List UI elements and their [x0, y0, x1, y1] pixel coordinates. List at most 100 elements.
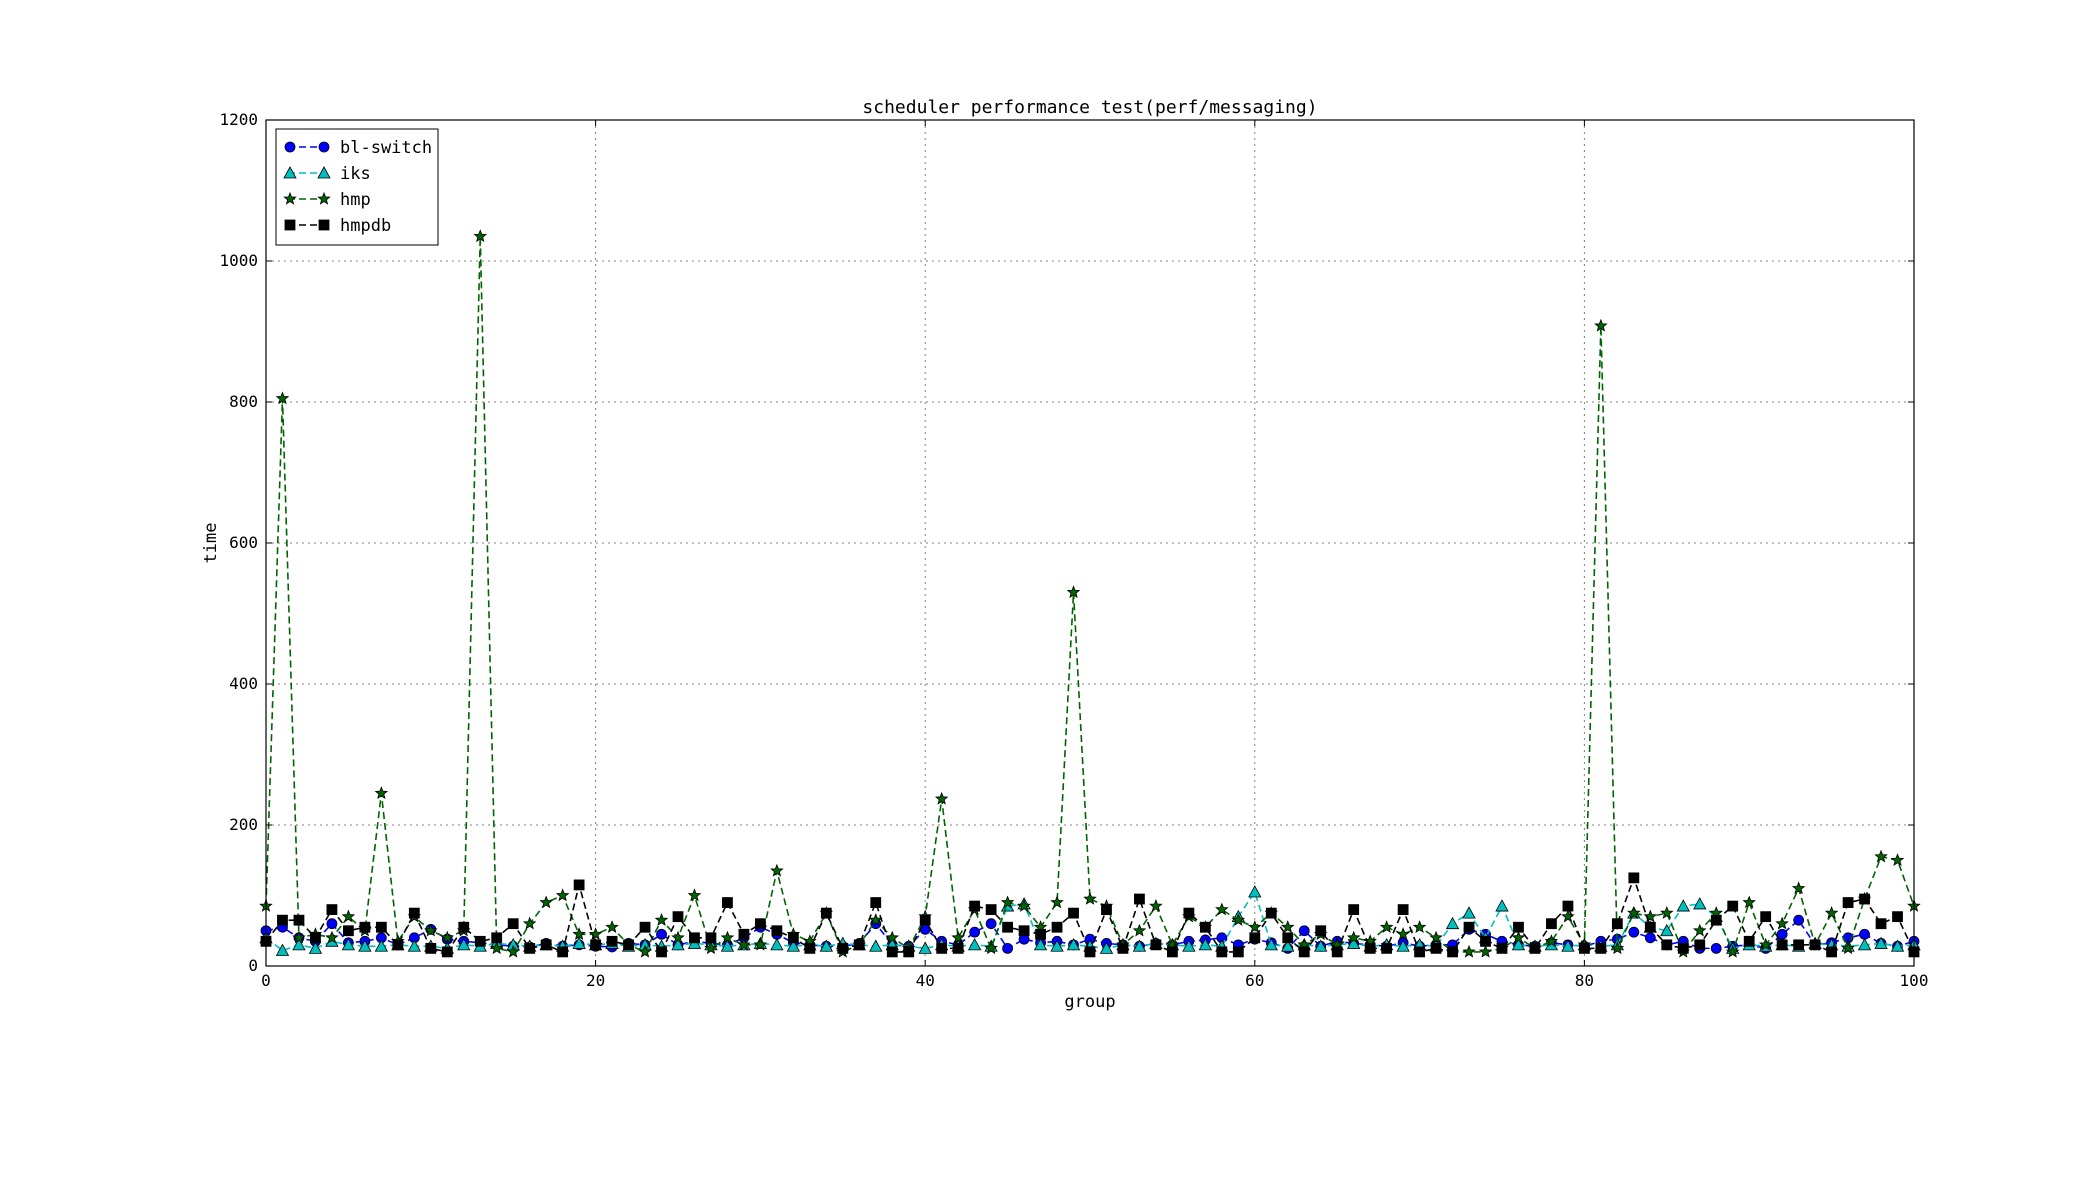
- data-point-iks: [1445, 916, 1460, 930]
- legend-marker-iks: [317, 166, 331, 179]
- x-tick-label: 20: [586, 971, 605, 990]
- data-point-hmp: [1594, 318, 1608, 332]
- data-point-hmp: [654, 913, 669, 926]
- data-point-hmpdb: [1447, 946, 1458, 958]
- series-line-bl-switch: [265, 918, 1915, 950]
- data-point-iks: [275, 943, 290, 956]
- y-tick-label: 200: [229, 815, 258, 834]
- data-point-hmp: [1544, 934, 1559, 948]
- data-point-hmpdb: [392, 939, 404, 951]
- data-point-iks: [1874, 936, 1888, 949]
- data-point-iks: [967, 938, 982, 951]
- data-point-hmp: [341, 909, 356, 923]
- data-point-hmpdb: [1595, 942, 1607, 954]
- data-point-hmp: [1660, 906, 1674, 919]
- data-point-hmpdb: [293, 914, 305, 926]
- data-point-iks: [1281, 939, 1295, 952]
- data-point-hmpdb: [1480, 935, 1491, 947]
- data-point-iks: [1066, 938, 1081, 951]
- y-tick-label: 800: [229, 392, 258, 411]
- data-point-bl-switch: [985, 918, 997, 930]
- legend-item-bl-switch: bl-switch: [284, 138, 432, 158]
- data-point-bl-switch: [1793, 914, 1805, 926]
- data-point-hmpdb: [1677, 942, 1689, 954]
- data-point-hmp: [1017, 898, 1031, 912]
- data-point-hmp: [1627, 906, 1641, 919]
- data-point-hmp: [1693, 923, 1707, 937]
- legend-marker-iks: [283, 166, 297, 179]
- data-point-bl-switch: [1628, 926, 1640, 938]
- data-point-hmp: [325, 930, 339, 944]
- data-point-hmp: [1758, 937, 1773, 951]
- data-point-iks: [1347, 936, 1361, 949]
- data-point-hmpdb: [1463, 921, 1475, 933]
- data-point-hmpdb: [656, 946, 667, 958]
- data-point-hmp: [1379, 920, 1394, 933]
- data-point-hmp: [1478, 944, 1493, 958]
- data-point-bl-switch: [919, 923, 931, 935]
- data-point-hmpdb: [1826, 946, 1837, 958]
- chart-title: scheduler performance test(perf/messagin…: [862, 97, 1317, 118]
- data-point-iks: [292, 938, 306, 951]
- data-point-iks: [572, 936, 586, 949]
- y-tick-label: 1200: [219, 110, 258, 129]
- data-point-bl-switch: [1002, 942, 1013, 954]
- data-point-hmp: [1248, 920, 1262, 933]
- data-point-hmp: [1149, 898, 1163, 912]
- data-point-hmpdb: [1661, 939, 1673, 951]
- data-point-hmpdb: [1628, 872, 1640, 884]
- data-point-hmpdb: [1892, 911, 1903, 923]
- data-point-hmp: [275, 391, 290, 405]
- data-point-hmpdb: [342, 925, 354, 937]
- data-point-hmpdb: [1381, 942, 1393, 954]
- data-point-hmpdb: [1298, 946, 1310, 958]
- data-point-bl-switch: [326, 918, 338, 930]
- data-point-hmpdb: [1859, 893, 1870, 905]
- data-point-hmpdb: [705, 932, 717, 944]
- data-point-hmpdb: [952, 942, 964, 954]
- data-point-hmpdb: [1232, 946, 1244, 958]
- data-point-hmp: [671, 930, 685, 944]
- data-point-hmp: [1346, 930, 1361, 944]
- data-point-hmpdb: [1150, 939, 1162, 951]
- data-point-hmp: [1000, 895, 1015, 909]
- data-point-hmp: [440, 930, 455, 944]
- legend-marker-hmpdb: [284, 219, 296, 231]
- data-point-iks: [374, 939, 389, 952]
- data-point-iks: [1198, 938, 1213, 951]
- data-point-iks: [918, 941, 932, 954]
- data-point-hmp: [737, 937, 751, 951]
- data-point-hmp: [506, 944, 520, 958]
- x-tick-label: 60: [1245, 971, 1264, 990]
- data-point-hmpdb: [804, 942, 816, 954]
- data-point-hmp: [1841, 941, 1855, 955]
- data-point-hmp: [984, 941, 998, 955]
- data-point-hmpdb: [507, 918, 519, 930]
- data-point-hmp: [1874, 849, 1888, 863]
- legend-label-hmpdb: hmpdb: [340, 216, 391, 236]
- data-point-hmpdb: [886, 946, 898, 958]
- data-point-iks: [1182, 939, 1196, 952]
- data-point-hmpdb: [837, 942, 849, 954]
- legend-item-hmpdb: hmpdb: [284, 216, 391, 236]
- data-point-hmp: [1742, 895, 1756, 909]
- data-point-iks: [720, 939, 735, 952]
- data-point-hmpdb: [1216, 946, 1228, 958]
- data-point-hmp: [1396, 927, 1410, 941]
- data-point-hmp: [885, 930, 899, 944]
- data-point-iks: [1050, 939, 1064, 952]
- data-point-hmp: [292, 930, 306, 944]
- data-point-hmp: [588, 927, 603, 941]
- data-point-hmpdb: [1875, 918, 1887, 930]
- x-tick-label: 80: [1575, 971, 1594, 990]
- data-point-hmpdb: [1809, 939, 1821, 951]
- data-point-hmp: [555, 888, 570, 902]
- data-point-hmpdb: [1793, 939, 1805, 951]
- legend-marker-hmp: [283, 191, 297, 205]
- plot-series: [259, 229, 1921, 958]
- data-point-hmpdb: [1084, 946, 1096, 958]
- data-point-hmp: [1643, 909, 1658, 923]
- data-point-hmp: [1231, 913, 1246, 926]
- data-point-hmpdb: [1562, 900, 1574, 912]
